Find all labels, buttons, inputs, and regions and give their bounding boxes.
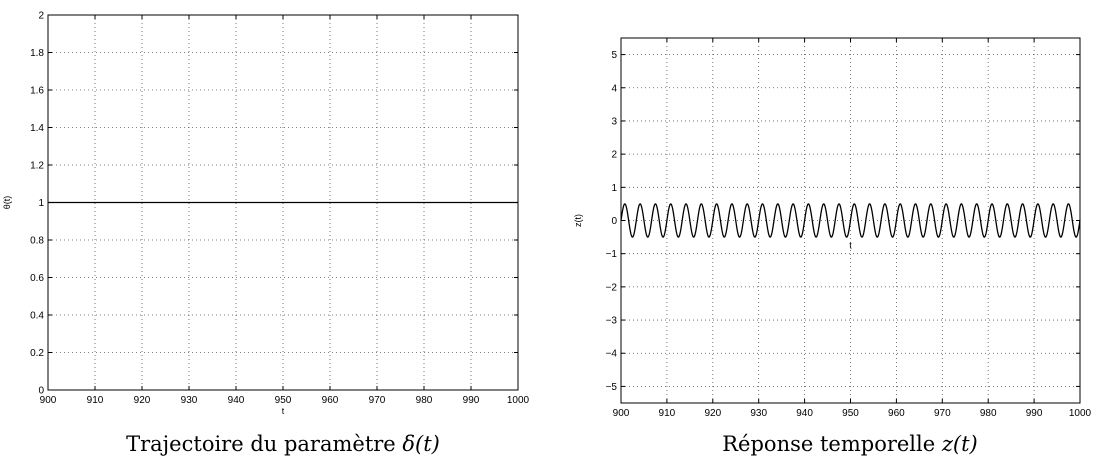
z-ytick-label: 3 [611,116,617,127]
theta-xtick-label: 1000 [507,395,530,406]
z-series-line [620,203,1081,238]
theta-xtick-label: 990 [463,395,480,406]
theta-xtick-label: 930 [181,395,198,406]
theta-ytick-label: 0.6 [30,273,44,284]
z-chart: 900 910 920 930 940 950 960 970 980 990 1000 −5 −4 −3… [573,37,1092,456]
z-xtick-label: 1000 [1069,408,1092,419]
z-xtick-label: 920 [704,408,721,419]
theta-ytick-label: 1.8 [30,48,44,59]
z-caption-text: Réponse temporelle [722,432,942,456]
z-ytick-label: 2 [611,150,617,161]
theta-ytick-label: 1.4 [30,123,44,134]
theta-ytick-label: 1 [38,198,44,209]
theta-xtick-label: 970 [369,395,386,406]
z-ytick-label: 5 [611,50,617,61]
z-ytick-label: −3 [606,316,618,327]
theta-xtick-label: 910 [87,395,104,406]
theta-ytick-label: 0.2 [30,348,44,359]
theta-caption-text: Trajectoire du paramètre [126,432,402,456]
theta-ytick-label: 2 [38,11,44,22]
z-xtick-label: 980 [980,408,997,419]
z-ytick-label: −4 [606,349,618,360]
z-ytick-label: 1 [611,183,617,194]
z-ytick-label: 4 [611,83,617,94]
theta-xtick-label: 980 [416,395,433,406]
theta-ytick-label: 1.2 [30,161,44,172]
z-ytick-label: −5 [606,382,618,393]
theta-xtick-label: 950 [275,395,292,406]
z-ytick-label: −2 [606,282,618,293]
z-xtick-label: 930 [750,408,767,419]
theta-ytick-label: 1.6 [30,86,44,97]
z-caption: Réponse temporelle z(t) [722,432,978,456]
z-xtick-label: 970 [934,408,951,419]
z-xtick-label: 910 [659,408,676,419]
z-caption-variable: z(t) [941,432,978,456]
theta-caption-variable: δ(t) [402,432,439,456]
z-xtick-label: 960 [888,408,905,419]
theta-xtick-label: 960 [322,395,339,406]
z-xtick-label: 900 [613,408,630,419]
theta-xlabel: t [282,406,285,416]
z-ylabel: z(t) [573,214,583,227]
z-ytick-label: 0 [611,216,617,227]
theta-ytick-label: 0 [38,386,44,397]
z-gridlines [621,38,1080,403]
theta-xtick-label: 900 [40,395,57,406]
z-xlabel: t [849,241,852,251]
z-ytick-label: −1 [606,249,618,260]
z-xtick-label: 950 [842,408,859,419]
z-xtick-label: 990 [1026,408,1043,419]
theta-ylabel: θ(t) [2,196,12,210]
theta-caption: Trajectoire du paramètre δ(t) [126,432,440,456]
z-ticks: 900 910 920 930 940 950 960 970 980 990 1000 −5 −4 −3… [606,38,1092,419]
theta-ytick-label: 0.4 [30,311,44,322]
theta-gridlines [48,15,518,390]
theta-chart: 900 910 920 930 940 950 960 970 980 990 1000 0 0.2 0.… [2,11,530,457]
theta-ytick-label: 0.8 [30,236,44,247]
z-xtick-label: 940 [796,408,813,419]
theta-xtick-label: 940 [228,395,245,406]
theta-xtick-label: 920 [134,395,151,406]
theta-ticks: 900 910 920 930 940 950 960 970 980 990 1000 0 0.2 0.… [30,11,529,407]
